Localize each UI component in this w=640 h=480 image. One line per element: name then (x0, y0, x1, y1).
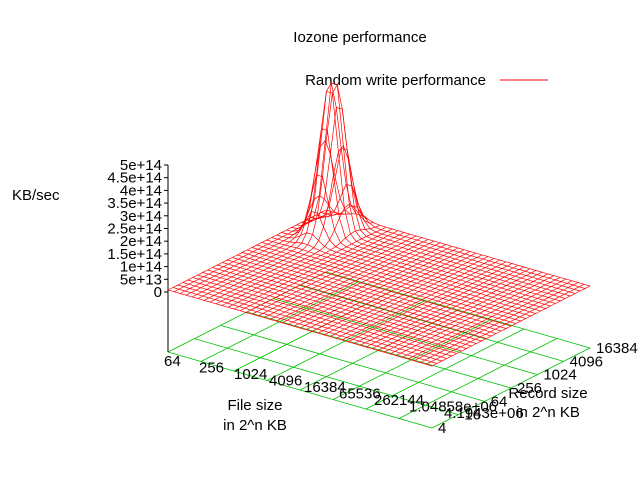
axes (164, 164, 169, 352)
surface-line (299, 247, 459, 329)
surface-line (293, 245, 453, 327)
surface-line (263, 237, 423, 318)
z-tick-label: 4e+14 (120, 182, 162, 199)
surface-line (227, 226, 387, 308)
surface-line (197, 82, 357, 299)
z-tick-label: 1e+14 (120, 259, 162, 276)
surface-line (341, 259, 501, 341)
x-tick-label: 4.1943e+06 (444, 405, 524, 422)
surface-line (431, 285, 591, 367)
grid-line-y (194, 338, 459, 416)
surface-line (203, 83, 363, 301)
y-axis-label-line1: Record size (508, 385, 587, 402)
surface-line (389, 273, 549, 355)
surface-line (395, 275, 555, 356)
x-tick-label: 262144 (374, 392, 424, 409)
surface-line (383, 271, 543, 353)
z-tick-label: 0 (154, 284, 162, 301)
surface-line (239, 230, 399, 312)
surface-line (425, 283, 585, 365)
y-tick-label: 1024 (543, 367, 576, 384)
random-write-surface (167, 82, 591, 367)
surface-line (251, 233, 411, 315)
chart-title: Iozone performance (293, 29, 426, 46)
x-tick-label: 64 (164, 353, 181, 370)
y-tick-label: 16 (464, 407, 481, 424)
x-axis-label-line2: in 2^n KB (223, 417, 287, 434)
surface-line (257, 235, 417, 317)
surface-line (209, 145, 369, 303)
surface-line (191, 139, 351, 298)
x-tick-label: 1.04858e+06 (409, 399, 497, 416)
z-tick-label: 1.5e+14 (107, 246, 162, 263)
y-tick-label: 64 (491, 393, 508, 410)
surface-line (269, 239, 429, 320)
surface-line (401, 277, 561, 358)
y-tick-label: 4 (438, 420, 446, 437)
surface-line (233, 228, 393, 310)
surface-line (371, 268, 531, 350)
y-tick-label: 256 (517, 380, 542, 397)
surface-line (287, 244, 447, 325)
grid-line-y (167, 351, 433, 429)
y-axis-label-line2: in 2^n KB (516, 404, 580, 421)
z-axis-label: KB/sec (12, 187, 60, 204)
surface-line (353, 263, 513, 344)
surface-line (347, 261, 507, 343)
x-tick-label: 4096 (269, 373, 302, 390)
surface-line (221, 224, 381, 306)
surface-line (179, 212, 339, 294)
x-tick-label: 1024 (234, 366, 267, 383)
surface-line (359, 264, 519, 346)
surface-line (275, 240, 435, 322)
x-axis-label-line1: File size (227, 397, 282, 414)
surface-line (185, 195, 345, 296)
z-tick-label: 5e+14 (120, 157, 162, 174)
y-tick-label: 4096 (570, 353, 603, 370)
surface-line (407, 278, 567, 360)
z-tick-label: 2e+14 (120, 233, 162, 250)
z-tick-label: 3e+14 (120, 208, 162, 225)
x-tick-label: 65536 (339, 386, 381, 403)
legend-label: Random write performance (305, 72, 486, 89)
y-tick-label: 16384 (596, 340, 638, 357)
surface-line (377, 270, 537, 351)
surface-line (281, 242, 441, 324)
z-tick-label: 3.5e+14 (107, 195, 162, 212)
surface-line (329, 256, 489, 337)
surface-line (413, 280, 573, 362)
surface-line (311, 251, 471, 332)
z-tick-label: 5e+13 (120, 271, 162, 288)
surface-line (365, 266, 525, 348)
surface-line (215, 203, 375, 305)
surface-line (301, 82, 566, 299)
z-tick-label: 2.5e+14 (107, 221, 162, 238)
tick-labels: 05e+131e+141.5e+142e+142.5e+143e+143.5e+… (107, 157, 637, 437)
x-tick-label: 16384 (304, 379, 346, 396)
surface-line (335, 258, 495, 339)
surface-line (305, 249, 465, 331)
surface-line (317, 252, 477, 334)
surface-line (167, 209, 327, 291)
grid-line-y (220, 324, 485, 402)
surface-line (419, 282, 579, 363)
surface-line (245, 232, 405, 313)
surface-line (323, 254, 483, 336)
z-tick-label: 4.5e+14 (107, 170, 162, 187)
x-tick-label: 256 (199, 360, 224, 377)
